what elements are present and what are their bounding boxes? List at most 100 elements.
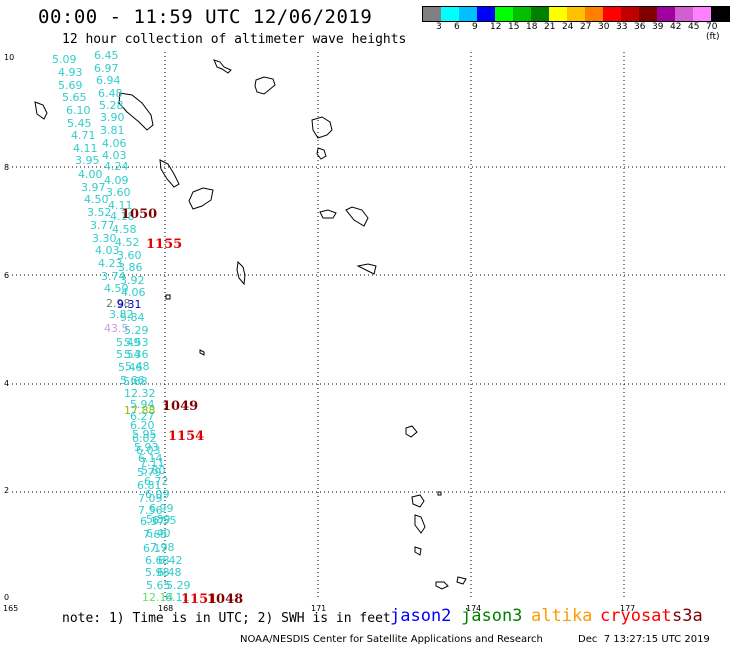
scale-label: 27: [580, 22, 592, 32]
wave-height-label: 6.72: [144, 475, 169, 488]
wave-height-label: 4.11: [108, 199, 133, 212]
island-outline: [236, 260, 246, 286]
scale-label: 30: [598, 22, 610, 32]
island-outline: [345, 206, 369, 227]
wave-height-label: 5.45: [67, 117, 92, 130]
x-tick-label: 165: [3, 604, 18, 613]
scale-label: 39: [652, 22, 664, 32]
wave-height-label: 4.52: [115, 236, 140, 249]
island-outline: [199, 349, 205, 356]
wave-height-label: 6.14: [138, 452, 163, 465]
wave-height-label: 6.81: [137, 479, 162, 492]
wave-height-label: 5.84: [120, 311, 145, 324]
wave-height-label: 6.48: [98, 87, 123, 100]
scale-swatch: [495, 7, 513, 21]
scale-swatch: [477, 7, 495, 21]
wave-height-label: 6.48: [157, 566, 182, 579]
wave-height-label: 5.48: [125, 360, 150, 373]
wave-height-label: 4.18: [110, 210, 135, 223]
wave-height-label: 5.65: [62, 91, 87, 104]
scale-swatch: [639, 7, 657, 21]
scale-swatch: [513, 7, 531, 21]
wave-height-label: 4.24: [104, 160, 129, 173]
wave-height-label: 4.71: [71, 129, 96, 142]
wave-height-label: 5.09: [52, 53, 77, 66]
scale-label: 12: [490, 22, 502, 32]
wave-height-label: 7.56: [138, 504, 163, 517]
wave-height-label: 5.65: [146, 579, 171, 592]
island-outline: [437, 491, 442, 496]
wave-height-label: 7.98: [150, 541, 175, 554]
y-tick-label: 8: [4, 163, 9, 172]
wave-height-label: 4.09: [104, 174, 129, 187]
wave-height-label: 5.53: [124, 336, 149, 349]
wave-height-label: 3.90: [100, 111, 125, 124]
wave-height-label: 7.65: [143, 528, 168, 541]
scale-swatch: [603, 7, 621, 21]
wave-height-label: 3.30: [92, 232, 117, 245]
wave-height-label: 6.68: [145, 554, 170, 567]
island-outline: [411, 494, 425, 508]
wave-height-label: 6.09: [145, 488, 170, 501]
scale-label: 33: [616, 22, 628, 32]
island-outlines: [34, 59, 467, 590]
scale-swatch: [549, 7, 567, 21]
scale-swatch: [585, 7, 603, 21]
scale-label: 42: [670, 22, 682, 32]
island-outline: [414, 514, 426, 534]
wave-height-label: 5.54: [116, 348, 141, 361]
wave-height-label: 3.60: [117, 249, 142, 262]
island-outline: [311, 116, 333, 139]
legend-s3a: s3a: [672, 606, 703, 626]
wave-height-label: 6.40: [146, 527, 171, 540]
wave-height-label: 5.94: [130, 398, 155, 411]
legend-altika: altika: [531, 606, 593, 626]
wave-height-label: 7.11: [140, 456, 165, 469]
island-outline: [213, 59, 232, 74]
scale-label: 15: [508, 22, 520, 32]
pass-time-label: 1050: [121, 207, 157, 222]
wave-height-label: 5.36: [124, 348, 149, 361]
scale-swatch: [423, 7, 441, 21]
scale-label: 24: [562, 22, 574, 32]
wave-height-label: 7.09: [138, 492, 163, 505]
pass-time-label: 1049: [162, 399, 198, 414]
axis-ticks: 165 168 171 174 177 0 2 4 6 8 10: [3, 53, 635, 613]
wave-height-label: 3.92: [120, 274, 145, 287]
wave-height-label: 3.95: [75, 154, 100, 167]
wave-height-label: 5.95: [132, 428, 157, 441]
island-outline: [456, 576, 467, 585]
island-outline: [159, 159, 180, 188]
x-tick-label: 168: [158, 604, 173, 613]
wave-height-label: 5.49: [116, 336, 141, 349]
wave-height-label: 3.60: [106, 186, 131, 199]
wave-height-label: 5.69: [58, 79, 83, 92]
y-tick-label: 10: [4, 53, 14, 62]
scale-swatch: [567, 7, 585, 21]
color-scale-bar: [422, 6, 730, 22]
wave-height-label: 5.28: [99, 99, 124, 112]
wave-height-label: 6.11: [165, 591, 190, 604]
generated-timestamp: Dec 7 13:27:15 UTC 2019: [578, 634, 710, 645]
pass-time-label: 1155: [146, 237, 182, 252]
scale-swatch: [531, 7, 549, 21]
wave-height-label: 6.42: [158, 554, 183, 567]
island-outline: [414, 546, 422, 556]
wave-height-label: 3.82: [109, 308, 134, 321]
wave-height-label: 5.80: [141, 464, 166, 477]
island-outline: [405, 425, 418, 438]
wave-height-label: 12.32: [124, 387, 156, 400]
legend-jason2: jason2: [390, 606, 452, 626]
wave-height-label: 4.06: [121, 286, 146, 299]
scale-label: 45: [688, 22, 700, 32]
wave-height-label: 17.88: [124, 404, 156, 417]
scale-label: 36: [634, 22, 646, 32]
scale-label: 6: [454, 22, 460, 32]
scale-swatch: [621, 7, 639, 21]
scale-label: 9: [472, 22, 478, 32]
y-tick-label: 6: [4, 271, 9, 280]
wave-height-label: 4.50: [104, 282, 129, 295]
wave-height-label: 4.11: [73, 142, 98, 155]
page-subtitle: 12 hour collection of altimeter wave hei…: [62, 32, 407, 47]
